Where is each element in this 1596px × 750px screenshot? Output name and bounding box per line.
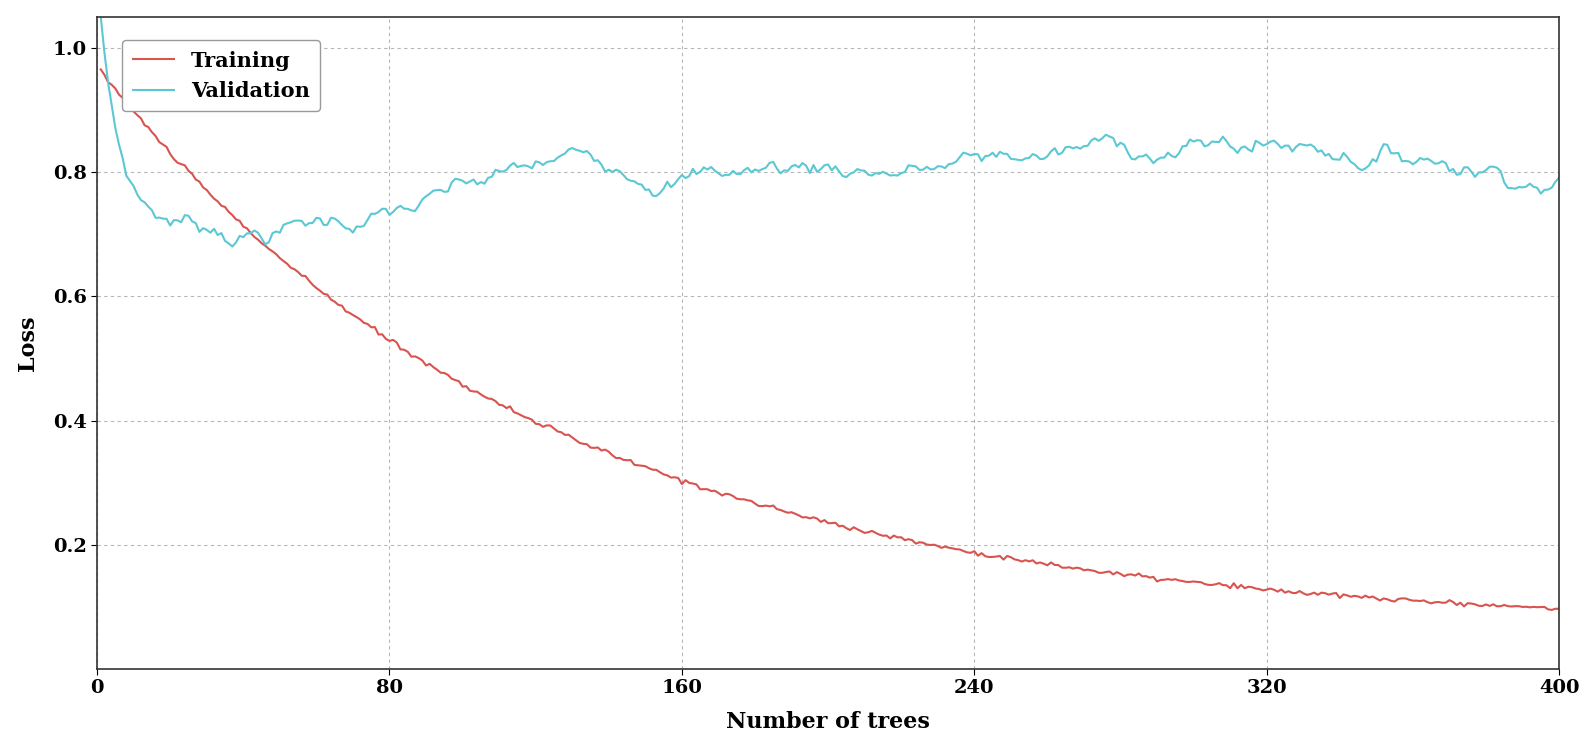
- Validation: [570, 146, 589, 155]
- Training: [1144, 572, 1163, 581]
- Validation: [223, 242, 243, 251]
- Validation: [1550, 173, 1569, 182]
- Line: Training: Training: [101, 70, 1559, 610]
- Validation: [1148, 155, 1167, 164]
- Training: [1151, 575, 1170, 584]
- Training: [1550, 604, 1569, 613]
- Training: [267, 250, 286, 259]
- Legend: Training, Validation: Training, Validation: [123, 40, 321, 112]
- Training: [1009, 556, 1028, 565]
- X-axis label: Number of trees: Number of trees: [726, 711, 930, 734]
- Line: Validation: Validation: [101, 16, 1559, 247]
- Validation: [672, 170, 691, 179]
- Validation: [1012, 156, 1031, 165]
- Training: [567, 436, 586, 445]
- Training: [91, 65, 110, 74]
- Validation: [91, 12, 110, 21]
- Validation: [270, 228, 289, 237]
- Y-axis label: Loss: Loss: [16, 315, 38, 370]
- Training: [1542, 605, 1561, 614]
- Training: [669, 473, 688, 482]
- Validation: [1156, 153, 1175, 162]
